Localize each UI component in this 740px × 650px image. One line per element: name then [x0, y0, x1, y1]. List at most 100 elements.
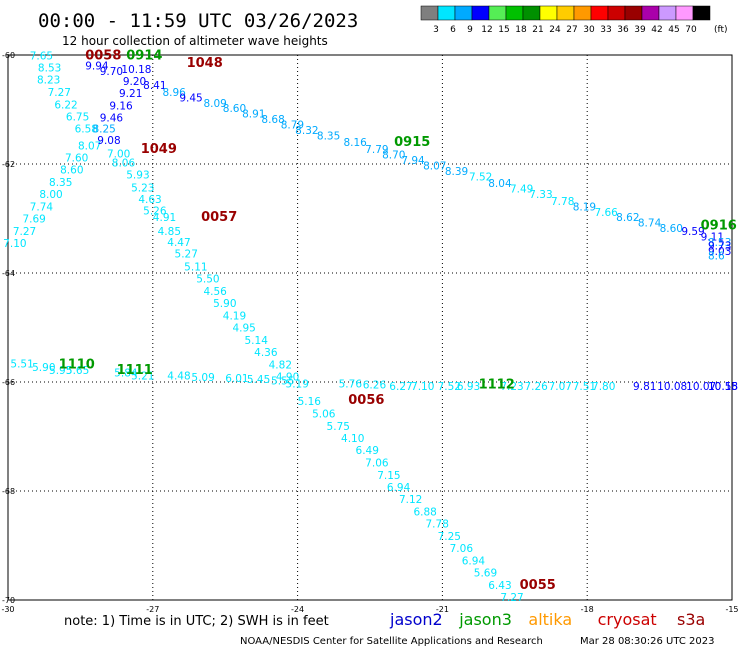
- swh-label: 9.46: [100, 112, 124, 124]
- swh-label: 5.16: [298, 396, 322, 408]
- swh-label: 5.69: [474, 568, 497, 580]
- swh-label: 9.94: [85, 61, 109, 73]
- colorbar-swatch: [539, 5, 558, 21]
- swh-label: 7.51: [573, 381, 596, 393]
- swh-label: 6.01: [225, 373, 248, 385]
- swh-label: 4.56: [203, 286, 227, 298]
- map-frame: [7, 54, 733, 601]
- lat-tick-label: -62: [2, 160, 15, 169]
- swh-label: 4.47: [167, 237, 190, 249]
- swh-label: 8.39: [445, 166, 468, 178]
- swh-label: 8.70: [382, 150, 405, 162]
- swh-label: 7.78: [426, 519, 449, 531]
- swh-label: 5.09: [191, 372, 214, 384]
- swh-label: 7.49: [510, 183, 533, 195]
- colorbar-unit-label: (ft): [714, 25, 728, 35]
- swh-label: 8.00: [39, 189, 62, 201]
- colorbar-swatch: [454, 5, 473, 21]
- colorbar-tick-label: 3: [433, 25, 439, 35]
- swh-label: 7.60: [65, 152, 88, 164]
- lon-tick-label: -27: [146, 605, 159, 614]
- lon-tick-label: -24: [291, 605, 304, 614]
- swh-label: 9.70: [100, 66, 123, 78]
- swh-label: 10.55: [708, 381, 738, 393]
- swh-label: 8.16: [343, 137, 367, 149]
- swh-label: 9.59: [681, 226, 704, 238]
- colorbar-swatch: [641, 5, 660, 21]
- swh-label: 9.03: [708, 246, 731, 258]
- colorbar-tick-label: 24: [549, 25, 561, 35]
- swh-label: 5.65: [66, 365, 89, 377]
- swh-label: 5.26: [143, 206, 167, 218]
- swh-label: 7.27: [48, 87, 71, 99]
- colorbar-tick-label: 15: [498, 25, 509, 35]
- colorbar-tick-label: 33: [600, 25, 611, 35]
- colorbar-tick-label: 18: [515, 25, 527, 35]
- swh-label: 8.35: [49, 177, 72, 189]
- swh-label: 9.21: [119, 88, 142, 100]
- swh-label: 8.96: [162, 87, 186, 99]
- swh-label: 8.74: [638, 218, 662, 230]
- swh-label: 5.90: [213, 298, 236, 310]
- pass-time-label: 0056: [348, 393, 384, 408]
- swh-label: 8.79: [281, 120, 304, 132]
- swh-label: 4.95: [232, 322, 255, 334]
- swh-label: 8.41: [143, 80, 166, 92]
- lat-tick-label: -70: [2, 596, 15, 605]
- lon-tick-label: -21: [436, 605, 449, 614]
- swh-label: 4.48: [167, 370, 190, 382]
- swh-label: 9.20: [123, 76, 146, 88]
- swh-label: 7.33: [529, 189, 552, 201]
- swh-label: 4.63: [138, 194, 161, 206]
- swh-label: 8.60: [60, 164, 83, 176]
- swh-label: 8.60: [223, 103, 246, 115]
- colorbar-tick-label: 9: [467, 25, 473, 35]
- colorbar-swatch: [573, 5, 592, 21]
- swh-label: 8.06: [112, 158, 136, 170]
- colorbar-tick-label: 21: [532, 25, 543, 35]
- swh-label: 6.58: [75, 123, 98, 135]
- pass-time-label: 0057: [201, 210, 237, 225]
- mission-label-jason2: jason2: [389, 610, 443, 629]
- page-title: 00:00 - 11:59 UTC 03/26/2023: [38, 10, 358, 32]
- pass-time-label: 0058: [85, 48, 121, 63]
- swh-label: 8.23: [37, 74, 60, 86]
- colorbar-tick-label: 42: [651, 25, 662, 35]
- colorbar-tick-label: 27: [566, 25, 577, 35]
- pass-time-label: 0915: [394, 135, 430, 150]
- swh-label: 7.10: [3, 238, 26, 250]
- swh-label: 9.16: [109, 101, 133, 113]
- swh-label: 5.11: [184, 261, 207, 273]
- mission-legend: jason2 jason3 altika cryosat s3a: [389, 610, 705, 629]
- swh-label: 10.08: [657, 381, 687, 393]
- swh-label: 5.75: [327, 421, 350, 433]
- swh-label: 7.66: [594, 207, 618, 219]
- swh-label: 8.09: [203, 98, 226, 110]
- swh-label: 5.50: [196, 273, 219, 285]
- lon-tick-label: -18: [581, 605, 594, 614]
- colorbar-swatch: [522, 5, 541, 21]
- swh-label: 5.84: [114, 368, 138, 380]
- swh-label: 8.68: [261, 114, 284, 126]
- swh-label: 6.75: [66, 111, 89, 123]
- swh-label: 4.36: [254, 347, 278, 359]
- lat-tick-label: -64: [2, 269, 15, 278]
- swh-label: 5.76: [339, 378, 363, 390]
- swh-label: 6.49: [356, 445, 379, 457]
- swh-label: 7.00: [107, 148, 130, 160]
- gridlines: [8, 55, 732, 600]
- swh-label: 7.23: [500, 381, 523, 393]
- colorbar-swatch: [590, 5, 609, 21]
- colorbar-swatch: [488, 5, 507, 21]
- pass-time-label: 1111: [117, 363, 153, 378]
- swh-label: 4.82: [269, 359, 292, 371]
- swh-label: 8.07: [423, 160, 446, 172]
- swh-label: 7.79: [365, 144, 388, 156]
- colorbar-swatch: [437, 5, 456, 21]
- pass-time-label: 0055: [520, 578, 556, 593]
- pass-time-label: 1110: [59, 357, 95, 372]
- swh-label: 4.10: [341, 433, 364, 445]
- swh-label: 7.80: [592, 381, 615, 393]
- lat-tick-label: -60: [2, 51, 15, 60]
